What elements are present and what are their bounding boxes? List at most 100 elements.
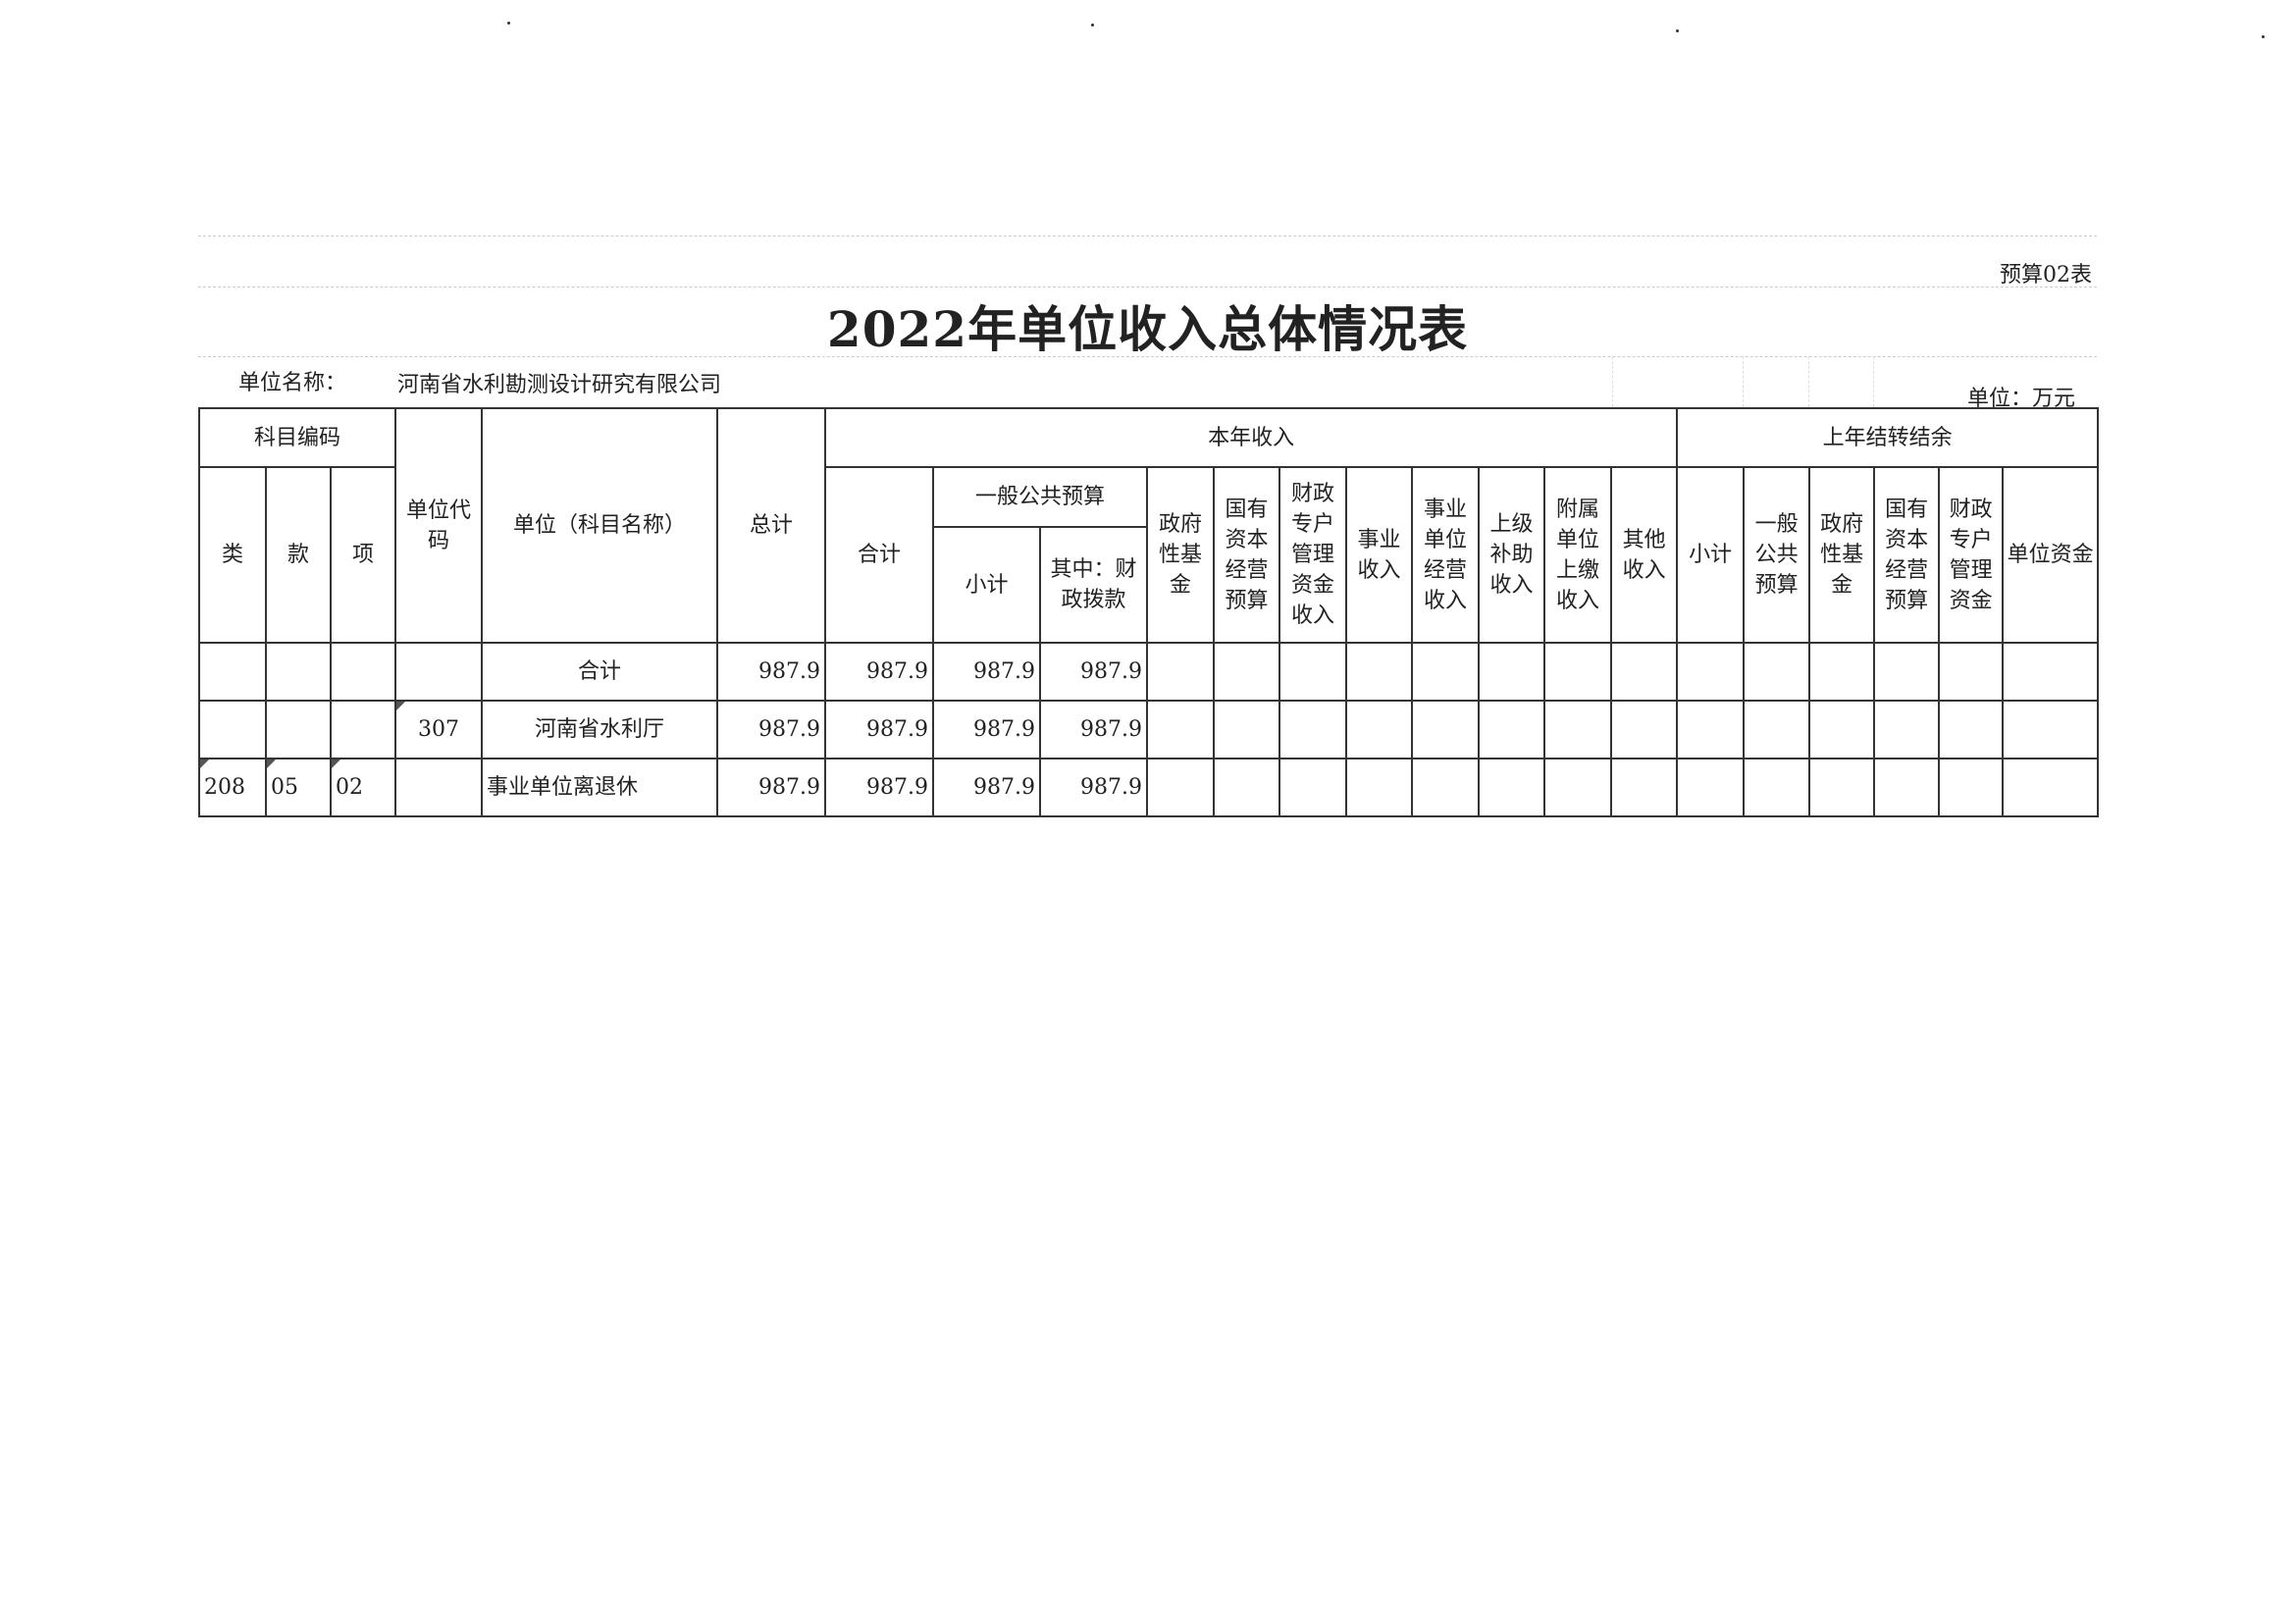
cell-name: 事业单位离退休 — [481, 758, 719, 817]
cell-xiang — [329, 642, 397, 702]
cell-cy-total: 987.9 — [824, 758, 935, 817]
header-py-state-capital: 国有资本经营预算 — [1873, 466, 1941, 644]
page-title: 2022年单位收入总体情况表 — [826, 300, 1469, 358]
empty-cell — [1543, 642, 1613, 702]
header-lei: 类 — [198, 466, 267, 644]
empty-cell — [1938, 700, 2005, 759]
cell-cy-total: 987.9 — [824, 642, 935, 702]
cell-gb-fiscal: 987.9 — [1039, 758, 1149, 817]
header-gb-fiscal: 其中：财政拨款 — [1039, 526, 1149, 644]
empty-cell — [1743, 758, 1811, 817]
empty-cell — [1743, 700, 1811, 759]
header-business-income: 事业收入 — [1345, 466, 1414, 644]
header-affiliated-payment: 附属单位上缴收入 — [1543, 466, 1613, 644]
cell-unit-code — [394, 642, 484, 702]
empty-cell — [1213, 758, 1281, 817]
divider — [198, 356, 2097, 357]
header-py-gov-fund: 政府性基金 — [1808, 466, 1876, 644]
header-business-operating: 事业单位经营收入 — [1411, 466, 1481, 644]
empty-cell — [2002, 642, 2100, 702]
empty-cell — [1478, 642, 1546, 702]
cell-cy-total: 987.9 — [824, 700, 935, 759]
cell-gb-subtotal: 987.9 — [932, 642, 1042, 702]
scan-speck — [507, 22, 510, 25]
income-table: 科目编码 单位代码 单位（科目名称） 总计 本年收入 上年结转结余 类 款 项 … — [197, 407, 2100, 817]
empty-cell — [2002, 758, 2100, 817]
header-kuan: 款 — [265, 466, 332, 644]
empty-cell — [1676, 758, 1746, 817]
divider — [198, 287, 2097, 288]
empty-cell — [1345, 758, 1414, 817]
empty-cell — [1345, 700, 1414, 759]
cell-lei — [198, 700, 267, 759]
divider — [1873, 356, 1874, 407]
empty-cell — [1808, 700, 1876, 759]
empty-cell — [1873, 758, 1941, 817]
empty-cell — [1610, 758, 1679, 817]
divider — [1808, 356, 1809, 407]
header-general-budget: 一般公共预算 — [932, 466, 1149, 528]
empty-cell — [2002, 700, 2100, 759]
cell-kuan: 05 — [265, 758, 332, 817]
empty-cell — [1543, 700, 1613, 759]
header-fiscal-special: 财政专户管理资金收入 — [1278, 466, 1348, 644]
empty-cell — [1676, 700, 1746, 759]
divider — [1743, 356, 1744, 407]
header-subject-code: 科目编码 — [197, 407, 397, 468]
empty-cell — [1213, 642, 1281, 702]
header-xiang: 项 — [329, 466, 397, 644]
header-prior-year-carryover: 上年结转结余 — [1676, 407, 2100, 468]
empty-cell — [1873, 642, 1941, 702]
empty-cell — [1743, 642, 1811, 702]
empty-cell — [1938, 758, 2005, 817]
cell-unit-code: 307 — [394, 700, 484, 759]
cell-total: 987.9 — [716, 642, 827, 702]
scan-speck — [2262, 35, 2265, 38]
cell-lei — [198, 642, 267, 702]
table-row: 307 河南省水利厅 987.9 987.9 987.9 987.9 — [198, 700, 2100, 759]
cell-gb-subtotal: 987.9 — [932, 700, 1042, 759]
scan-speck — [1676, 29, 1679, 32]
empty-cell — [1345, 642, 1414, 702]
table-row: 208 05 02 事业单位离退休 987.9 987.9 987.9 987.… — [198, 758, 2100, 817]
empty-cell — [1278, 758, 1348, 817]
header-superior-subsidy: 上级补助收入 — [1478, 466, 1546, 644]
empty-cell — [1146, 700, 1216, 759]
cell-kuan — [265, 700, 332, 759]
empty-cell — [1676, 642, 1746, 702]
empty-cell — [1873, 700, 1941, 759]
empty-cell — [1543, 758, 1613, 817]
header-unit-code: 单位代码 — [394, 407, 484, 644]
empty-cell — [1938, 642, 2005, 702]
header-state-capital: 国有资本经营预算 — [1213, 466, 1281, 644]
header-other-income: 其他收入 — [1610, 466, 1679, 644]
header-cy-total: 合计 — [824, 466, 935, 644]
form-number: 预算02表 — [2000, 263, 2092, 288]
cell-kuan — [265, 642, 332, 702]
header-gb-subtotal: 小计 — [932, 526, 1042, 644]
cell-name: 合计 — [481, 642, 719, 702]
empty-cell — [1478, 700, 1546, 759]
empty-cell — [1213, 700, 1281, 759]
empty-cell — [1610, 642, 1679, 702]
empty-cell — [1411, 642, 1481, 702]
empty-cell — [1146, 642, 1216, 702]
unit-name: 河南省水利勘测设计研究有限公司 — [397, 373, 722, 397]
empty-cell — [1278, 642, 1348, 702]
header-py-fiscal-special: 财政专户管理资金 — [1938, 466, 2005, 644]
empty-cell — [1146, 758, 1216, 817]
empty-cell — [1808, 642, 1876, 702]
table-row: 合计 987.9 987.9 987.9 987.9 — [198, 642, 2100, 702]
empty-cell — [1610, 700, 1679, 759]
cell-xiang: 02 — [329, 758, 397, 817]
cell-xiang — [329, 700, 397, 759]
header-py-unit-funds: 单位资金 — [2002, 466, 2100, 644]
cell-total: 987.9 — [716, 700, 827, 759]
cell-gb-subtotal: 987.9 — [932, 758, 1042, 817]
header-py-subtotal: 小计 — [1676, 466, 1746, 644]
empty-cell — [1411, 700, 1481, 759]
cell-name: 河南省水利厅 — [481, 700, 719, 759]
cell-gb-fiscal: 987.9 — [1039, 642, 1149, 702]
cell-gb-fiscal: 987.9 — [1039, 700, 1149, 759]
